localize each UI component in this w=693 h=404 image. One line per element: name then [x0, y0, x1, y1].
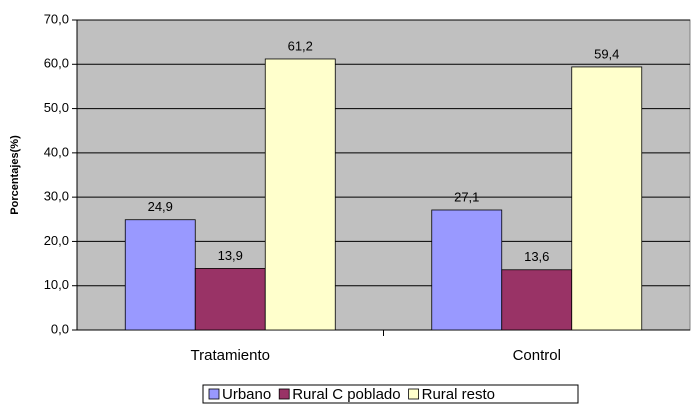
legend-label: Rural resto: [422, 386, 495, 403]
x-tick-label: Control: [513, 347, 561, 364]
legend-swatch: [208, 388, 220, 400]
y-axis-label: Porcentajes(%): [9, 135, 21, 215]
legend-swatch: [278, 388, 290, 400]
legend-box: [202, 384, 579, 404]
value-label: 59,4: [594, 46, 619, 61]
value-label: 61,2: [288, 38, 313, 53]
y-tick-label: 50,0: [44, 100, 69, 115]
x-tick-label: Tratamiento: [191, 347, 270, 364]
bar: [431, 209, 503, 331]
value-label: 27,1: [454, 189, 479, 204]
y-tick-label: 60,0: [44, 56, 69, 71]
y-tick-label: 40,0: [44, 144, 69, 159]
y-tick-label: 30,0: [44, 189, 69, 204]
bar: [501, 269, 573, 331]
bar: [571, 66, 643, 331]
y-tick-label: 0,0: [51, 321, 69, 336]
y-tick-label: 20,0: [44, 233, 69, 248]
y-tick-label: 70,0: [44, 11, 69, 26]
legend-swatch: [408, 388, 420, 400]
value-label: 13,6: [524, 249, 549, 264]
legend-label: Urbano: [222, 386, 271, 403]
y-tick-label: 10,0: [44, 277, 69, 292]
bar: [264, 58, 336, 331]
legend-label: Rural C poblado: [292, 386, 400, 403]
value-label: 24,9: [148, 199, 173, 214]
bar: [124, 219, 196, 331]
value-label: 13,9: [218, 248, 243, 263]
bar: [194, 268, 266, 331]
